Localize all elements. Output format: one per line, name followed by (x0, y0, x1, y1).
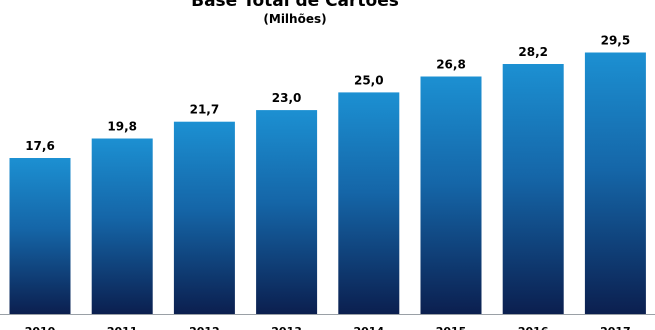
value-label-2014: 25,0 (354, 73, 384, 87)
bar-2015 (420, 76, 482, 314)
bar-2012 (173, 121, 235, 314)
value-label-2011: 19,8 (107, 120, 137, 134)
chart-title: Base Total de Cartões (191, 0, 399, 11)
value-labels-group: 17,6 19,8 21,7 23,0 25,0 26,8 28,2 29,5 (25, 34, 630, 154)
value-label-2017: 29,5 (601, 34, 631, 48)
bar-2010 (9, 158, 71, 314)
bar-2016 (502, 64, 564, 314)
value-label-2012: 21,7 (190, 103, 220, 117)
x-tick-label-2014: 2014 (353, 325, 384, 330)
chart-subtitle: (Milhões) (263, 12, 327, 26)
value-label-2013: 23,0 (272, 91, 302, 105)
value-label-2016: 28,2 (518, 45, 548, 59)
bar-2014 (338, 92, 400, 315)
x-tick-label-2016: 2016 (518, 325, 549, 330)
value-label-2015: 26,8 (436, 58, 466, 72)
value-label-2010: 17,6 (25, 139, 55, 153)
bar-2011 (91, 138, 153, 314)
bar-2017 (584, 52, 646, 314)
bar-2013 (256, 110, 318, 314)
x-tick-label-2015: 2015 (436, 325, 467, 330)
x-tick-label-2011: 2011 (107, 325, 138, 330)
x-tick-labels-group: 2010 2011 2012 2013 2014 2015 2016 2017 (25, 325, 631, 330)
x-tick-label-2010: 2010 (25, 325, 56, 330)
bars-group (9, 52, 646, 315)
x-tick-label-2012: 2012 (189, 325, 220, 330)
x-tick-label-2013: 2013 (271, 325, 302, 330)
x-tick-label-2017: 2017 (600, 325, 631, 330)
